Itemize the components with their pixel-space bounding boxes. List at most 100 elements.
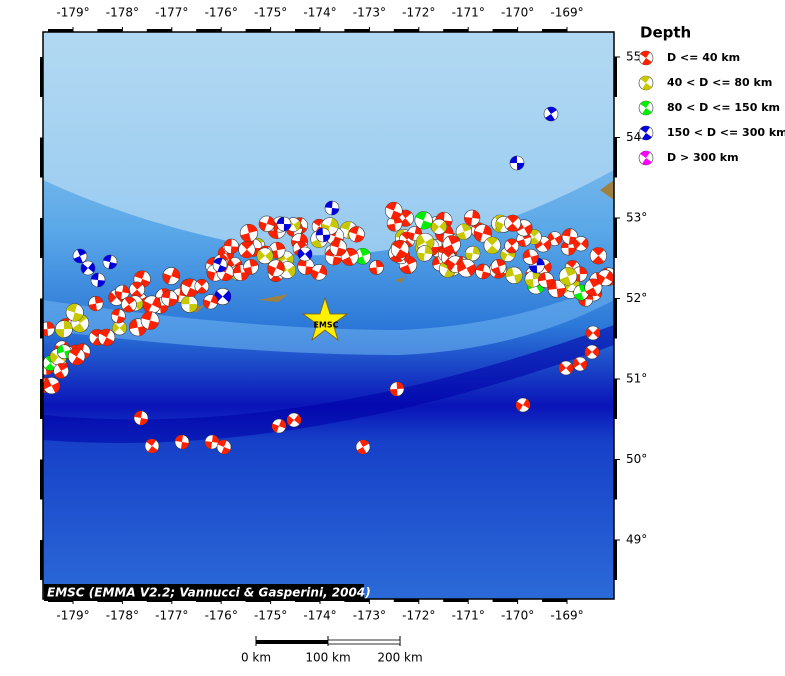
beachball-quadrant <box>538 272 554 288</box>
beachball-quadrant <box>66 303 84 322</box>
beachball-quadrant <box>257 249 274 262</box>
beachball <box>431 218 448 235</box>
beachball-quadrant <box>465 246 481 261</box>
beachball-quadrant <box>524 271 542 288</box>
beachball <box>509 155 525 171</box>
beachball <box>638 100 654 116</box>
frame-bar <box>492 599 518 602</box>
beachball <box>515 397 531 413</box>
beachball-quadrant <box>506 215 519 232</box>
beachball <box>490 259 507 275</box>
lon-label-top: -178° <box>106 6 139 20</box>
beachball-quadrant <box>214 290 231 303</box>
beachball <box>239 223 258 243</box>
beachball-quadrant <box>57 344 72 359</box>
frame-bar <box>48 29 73 32</box>
beachball-quadrant <box>349 226 365 243</box>
lon-label-bottom: -174° <box>303 609 336 623</box>
beachball <box>457 258 476 278</box>
scale-label: 200 km <box>377 651 422 665</box>
beachball <box>573 236 589 252</box>
lat-label: 50° <box>626 452 647 466</box>
beachball-quadrant <box>435 212 453 229</box>
lon-label-top: -176° <box>205 6 238 20</box>
beachball-quadrant <box>91 273 105 287</box>
beachball-quadrant <box>399 255 417 274</box>
frame-bar <box>40 540 43 580</box>
beachball-quadrant <box>325 248 343 266</box>
legend-title: Depth <box>640 24 691 42</box>
beachball-quadrant <box>640 125 652 140</box>
beachball <box>324 200 340 216</box>
beachball-quadrant <box>43 321 55 337</box>
beachball <box>558 267 578 286</box>
frame-bar <box>614 218 617 258</box>
beachball-quadrant <box>431 220 447 233</box>
beachball-quadrant <box>267 260 285 276</box>
beachball-quadrant <box>134 270 150 288</box>
beachball-quadrant <box>387 216 402 232</box>
beachball <box>589 247 607 265</box>
beachball <box>475 263 491 280</box>
beachball-quadrant <box>243 259 259 275</box>
beachball-quadrant <box>80 262 96 274</box>
beachball <box>504 214 522 232</box>
frame-bar <box>614 379 617 419</box>
beachball-quadrant <box>585 347 599 357</box>
beachball-quadrant <box>224 239 239 254</box>
beachball <box>53 363 69 379</box>
beachball <box>524 270 542 288</box>
beachball <box>355 439 371 455</box>
lon-label-bottom: -169° <box>550 609 583 623</box>
beachball-quadrant <box>103 254 117 269</box>
frame-bar <box>614 57 617 97</box>
beachball-quadrant <box>293 241 307 256</box>
lat-label: 52° <box>626 291 647 305</box>
credit-box <box>44 584 364 601</box>
beachball-quadrant <box>506 238 518 254</box>
beachball-quadrant <box>559 267 577 286</box>
lon-label-top: -175° <box>254 6 287 20</box>
beachball <box>43 321 55 337</box>
lon-label-top: -172° <box>402 6 435 20</box>
beachball-quadrant <box>115 285 130 300</box>
beachball-quadrant <box>131 281 143 298</box>
beachballs <box>43 106 614 455</box>
beachball <box>88 296 104 312</box>
beachball <box>584 278 603 297</box>
beachball <box>315 227 331 243</box>
beachball-quadrant <box>578 292 593 307</box>
frame-bar <box>146 29 172 32</box>
beachball <box>276 216 292 232</box>
beachball-quadrant <box>356 440 370 454</box>
beachball-quadrant <box>443 235 460 254</box>
beachball-quadrant <box>287 414 301 426</box>
beachball-quadrant <box>640 150 652 165</box>
frame-bar <box>492 29 518 32</box>
beachball-quadrant <box>510 156 525 170</box>
lon-label-top: -170° <box>501 6 534 20</box>
beachball <box>55 320 73 338</box>
beachball <box>112 320 127 336</box>
beachball <box>267 259 285 277</box>
lon-label-bottom: -176° <box>205 609 238 623</box>
frame-bar <box>614 459 617 500</box>
lon-label-bottom: -179° <box>56 609 89 623</box>
beachball-quadrant <box>175 435 189 449</box>
lon-label-top: -169° <box>550 6 583 20</box>
beachball-quadrant <box>213 258 227 273</box>
ridge <box>43 280 614 355</box>
beachball <box>638 125 654 141</box>
beachball-quadrant <box>640 100 652 115</box>
beachball-quadrant <box>162 268 180 284</box>
frame-bar <box>40 298 43 339</box>
beachball <box>369 260 384 275</box>
beachball <box>43 377 61 395</box>
beachball <box>80 260 96 276</box>
beachball-quadrant <box>297 258 315 275</box>
beachball <box>161 290 178 307</box>
beachball-quadrant <box>573 238 589 250</box>
beachball-quadrant <box>592 247 605 265</box>
beachball-quadrant <box>217 440 231 455</box>
